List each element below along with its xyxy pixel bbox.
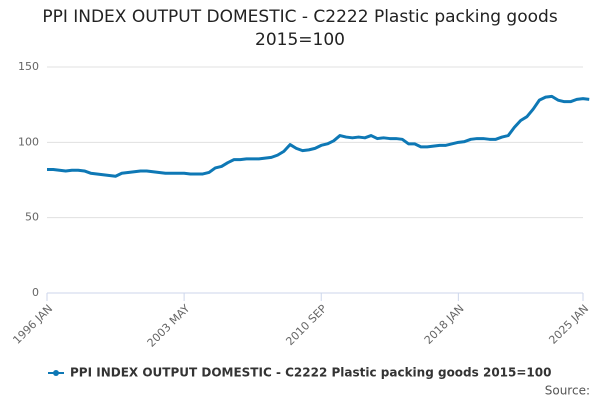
chart-title: PPI INDEX OUTPUT DOMESTIC - C2222 Plasti…	[42, 7, 558, 50]
x-tick-label: 2018 JAN	[422, 302, 467, 347]
y-tick-label: 150	[18, 60, 39, 73]
legend-label: PPI INDEX OUTPUT DOMESTIC - C2222 Plasti…	[70, 366, 551, 380]
legend-marker	[53, 370, 59, 376]
data-line	[47, 94, 590, 178]
source: Source:	[545, 384, 590, 398]
y-tick-label: 50	[25, 211, 39, 224]
x-tick-label: 2003 MAY	[145, 302, 193, 350]
x-tick-label: 2025 JAN	[546, 302, 591, 347]
x-tick-label: 2010 SEP	[283, 302, 329, 348]
y-tick-label: 0	[32, 286, 39, 299]
x-tick-label: 1996 JAN	[10, 302, 55, 347]
y-tick-label: 100	[18, 135, 39, 148]
